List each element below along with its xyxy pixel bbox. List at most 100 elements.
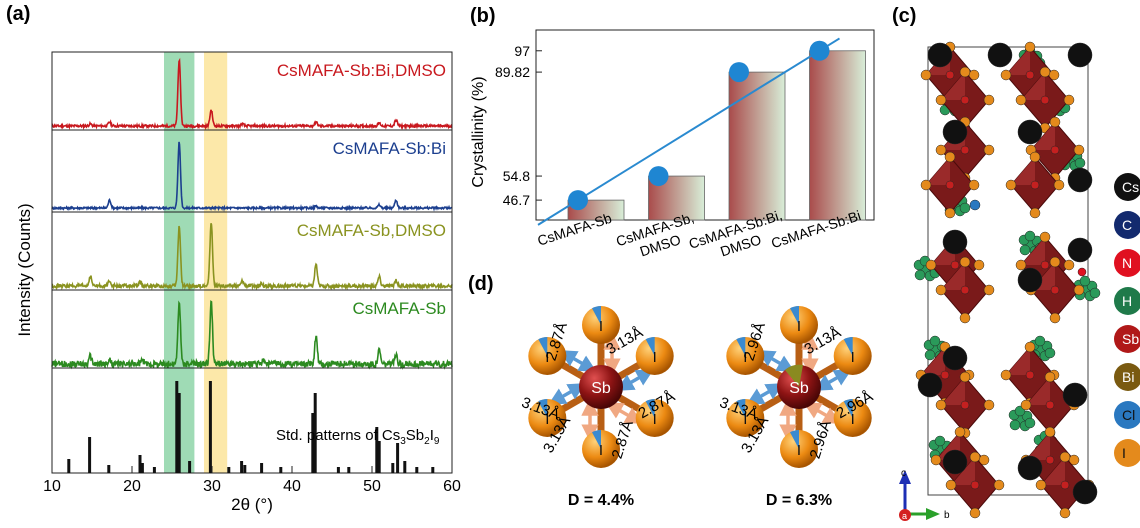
iodine-vertex xyxy=(959,66,971,78)
highlight-yellow xyxy=(204,52,228,473)
chlorine-atom xyxy=(969,199,981,211)
sb-center xyxy=(1025,70,1035,80)
hydrogen-atom xyxy=(1024,230,1036,242)
atom-wedge xyxy=(592,430,601,449)
iodine-vertex xyxy=(1024,341,1036,353)
legend-swatch-Sb xyxy=(1114,325,1140,353)
cesium-atom xyxy=(1017,455,1043,481)
iodine-vertex xyxy=(1015,94,1027,106)
cesium-atom xyxy=(1067,237,1093,263)
octahedron-face xyxy=(1021,72,1045,100)
iodine-vertex xyxy=(1073,144,1085,156)
atom-wedge xyxy=(843,337,853,356)
iodine-label: I xyxy=(653,411,657,428)
panel-b-label: (b) xyxy=(470,5,496,27)
sb-label: Sb xyxy=(789,380,809,397)
sb-center xyxy=(940,370,950,380)
iodine-label: I xyxy=(851,411,855,428)
y-tick-label: 89.82 xyxy=(495,64,530,80)
panel-c: (c) Cs C N H Sb Bi Cl I c a b xyxy=(892,5,1140,521)
xrd-trace-2 xyxy=(51,223,453,291)
legend-swatch-H xyxy=(1114,287,1140,315)
iodine-vertex xyxy=(1035,479,1047,491)
x-axis-ticks: 10 20 30 40 50 60 xyxy=(43,466,461,495)
iodine-vertex xyxy=(1059,507,1071,519)
legend-label-Cs: Cs xyxy=(1122,179,1139,195)
std-pattern-label: Std. patterns of Cs3Sb2I9 xyxy=(276,427,440,447)
sb-center xyxy=(960,285,970,295)
nitrogen-atom xyxy=(1077,267,1087,277)
octahedron-face xyxy=(1021,237,1045,265)
axis-c-label: c xyxy=(901,468,906,479)
cesium-atom xyxy=(1072,479,1098,505)
octahedron-face xyxy=(921,347,945,375)
octahedron-face xyxy=(941,72,965,100)
sb-center xyxy=(1050,285,1060,295)
octahedron-face xyxy=(941,262,965,290)
panel-c-label: (c) xyxy=(892,5,916,27)
bond-length-label: 2.96Å xyxy=(741,320,769,363)
chart-y-axis-label: Crystallinity (%) xyxy=(470,76,487,187)
atom-wedge xyxy=(843,399,853,418)
octahedron-face xyxy=(1026,432,1050,460)
xrd-trace-3 xyxy=(51,300,453,371)
trace-label-3: CsMAFA-Sb xyxy=(352,299,446,318)
bars xyxy=(567,50,866,221)
x-tick-label: 10 xyxy=(43,478,61,495)
long-bond-arrow xyxy=(746,383,784,405)
legend-swatch-Cl xyxy=(1114,401,1140,429)
iodine-vertex xyxy=(993,479,1005,491)
iodine-vertex xyxy=(983,399,995,411)
sb-center xyxy=(945,70,955,80)
hydrogen-atom xyxy=(1034,335,1046,347)
atom-wedge xyxy=(538,337,548,356)
atom-wedge xyxy=(790,430,799,449)
iodine-vertex xyxy=(1049,116,1061,128)
crystallinity-point xyxy=(809,40,830,61)
atom-wedge xyxy=(645,337,655,356)
sb-center xyxy=(1060,480,1070,490)
crystallinity-bar xyxy=(809,50,866,221)
legend-swatch-N xyxy=(1114,249,1140,277)
sb-label: Sb xyxy=(591,380,611,397)
hydrogen-atom xyxy=(1009,419,1021,431)
bond-length-label: 2.87Å xyxy=(543,320,571,363)
sb-center xyxy=(950,260,960,270)
crystallinity-point xyxy=(729,62,749,83)
iodine-label: I xyxy=(797,318,801,335)
crystallinity-bar xyxy=(728,71,786,221)
iodine-label: I xyxy=(797,442,801,459)
iodine-vertex xyxy=(1029,151,1041,163)
xrd-traces xyxy=(51,57,453,371)
iodine-vertex xyxy=(945,479,957,491)
sb-center xyxy=(945,180,955,190)
iodine-vertex xyxy=(1073,284,1085,296)
octahedron-face xyxy=(1006,347,1030,375)
long-bond-arrow xyxy=(548,383,586,405)
iodine-vertex xyxy=(1039,66,1051,78)
sb-center xyxy=(1030,180,1040,190)
xrd-trace-0 xyxy=(51,57,453,131)
iodine-label: I xyxy=(599,442,603,459)
iodine-vertex xyxy=(944,151,956,163)
distortion-right-caption: D = 6.3% xyxy=(766,492,832,509)
peak-highlights xyxy=(164,52,228,473)
sb-center xyxy=(1050,145,1060,155)
bi-wedge xyxy=(785,364,803,387)
trace-label-1: CsMAFA-Sb:Bi xyxy=(333,139,446,158)
sb-center xyxy=(1045,400,1055,410)
iodine-vertex xyxy=(1059,451,1071,463)
iodine-vertex xyxy=(1000,369,1012,381)
iodine-vertex xyxy=(969,507,981,519)
legend-swatch-Bi xyxy=(1114,363,1140,391)
iodine-vertex xyxy=(1049,312,1061,324)
iodine-label: I xyxy=(545,411,549,428)
sb-center xyxy=(960,400,970,410)
iodine-vertex xyxy=(1015,259,1027,271)
cesium-atom xyxy=(917,372,943,398)
hydrogen-atom xyxy=(1044,347,1056,359)
octahedron-face xyxy=(1031,122,1055,150)
crystal-structure xyxy=(913,41,1101,519)
